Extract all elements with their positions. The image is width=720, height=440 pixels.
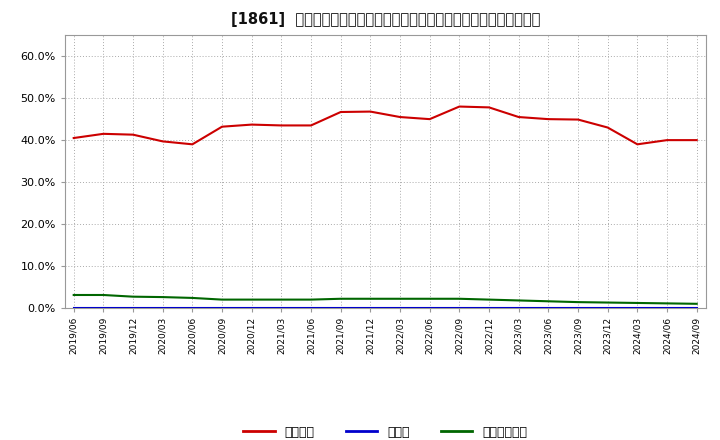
Title: [1861]  自己資本、のれん、繰延税金資産の総資産に対する比率の推移: [1861] 自己資本、のれん、繰延税金資産の総資産に対する比率の推移 (230, 12, 540, 27)
Legend: 自己資本, のれん, 繰延税金資産: 自己資本, のれん, 繰延税金資産 (238, 421, 532, 440)
